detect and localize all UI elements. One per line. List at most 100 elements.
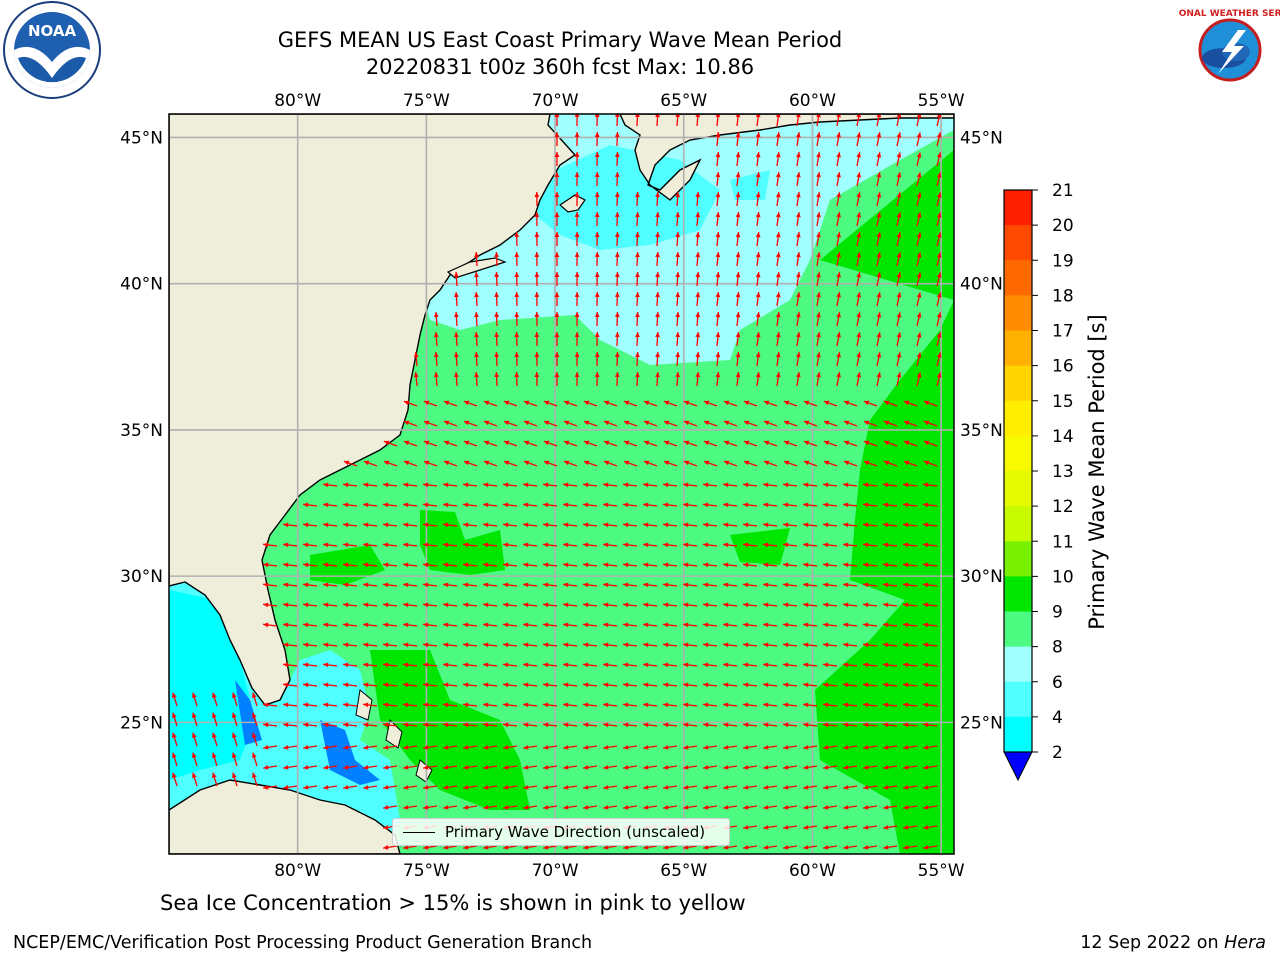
- wave-arrow-head: [463, 542, 469, 548]
- wave-arrow-head: [783, 440, 790, 446]
- wave-arrow-head: [723, 582, 729, 588]
- wave-arrow-head: [483, 622, 489, 628]
- wave-arrow-head: [543, 400, 550, 406]
- wave-arrow-head: [594, 312, 600, 318]
- wave-arrow-head: [795, 152, 801, 158]
- wave-arrow-head: [936, 252, 942, 258]
- wave-arrow-head: [723, 642, 729, 648]
- wave-arrow-head: [594, 372, 600, 378]
- wave-arrow-head: [574, 312, 580, 317]
- wave-arrow-head: [663, 662, 669, 668]
- wave-arrow-head: [594, 252, 600, 258]
- wave-arrow-head: [283, 702, 289, 708]
- wave-arrow-head: [675, 372, 681, 378]
- wave-arrow-head: [683, 642, 689, 648]
- wave-arrow-head: [703, 542, 709, 548]
- wave-arrow-head: [663, 502, 669, 508]
- wave-arrow-head: [695, 114, 701, 118]
- wave-arrow-head: [635, 312, 640, 318]
- wave-arrow-head: [383, 622, 389, 628]
- wave-arrow-head: [843, 502, 849, 508]
- wave-arrow-head: [695, 252, 701, 258]
- wave-arrow-head: [574, 192, 580, 197]
- wave-arrow-head: [563, 460, 570, 466]
- wave-arrow-head: [603, 562, 609, 568]
- colorbar-tick-label: 16: [1052, 357, 1074, 377]
- wave-arrow-head: [923, 482, 929, 488]
- wave-arrow-head: [363, 562, 369, 568]
- wave-arrow-head: [623, 582, 629, 588]
- wave-arrow-head: [283, 662, 289, 668]
- wave-arrow-head: [503, 562, 509, 568]
- wave-arrow-head: [443, 602, 449, 608]
- wave-arrow-head: [703, 662, 709, 668]
- wave-arrow-head: [723, 440, 730, 446]
- wave-arrow-head: [743, 682, 749, 688]
- wave-arrow-head: [775, 332, 781, 338]
- wave-arrow-head: [454, 292, 459, 298]
- wave-arrow-head: [423, 562, 429, 568]
- wave-arrow-head: [463, 602, 469, 608]
- wave-arrow-head: [843, 682, 849, 688]
- wave-arrow-head: [594, 172, 600, 178]
- wave-arrow-head: [703, 400, 710, 406]
- wave-arrow-head: [343, 602, 349, 608]
- wave-arrow-head: [923, 682, 929, 688]
- wave-arrow-head: [192, 692, 197, 699]
- wave-arrow-head: [916, 132, 922, 138]
- colorbar-block: [1004, 260, 1032, 296]
- wave-arrow-head: [763, 622, 769, 628]
- wave-arrow-head: [916, 114, 922, 118]
- wave-arrow-head: [563, 562, 569, 568]
- wave-arrow-head: [936, 132, 942, 138]
- wave-arrow-head: [303, 542, 309, 548]
- wave-arrow-head: [563, 420, 570, 426]
- wave-arrow-head: [403, 542, 409, 548]
- wave-arrow-head: [823, 460, 830, 466]
- wave-arrow-head: [603, 582, 609, 588]
- wave-arrow-head: [856, 272, 862, 278]
- wave-arrow-head: [663, 542, 669, 548]
- wave-arrow-head: [715, 352, 721, 358]
- wave-arrow-head: [923, 582, 929, 588]
- wave-arrow-head: [454, 272, 459, 278]
- wave-arrow-head: [876, 252, 882, 258]
- wave-arrow-head: [463, 460, 470, 466]
- wave-arrow-head: [423, 420, 430, 426]
- wave-arrow-head: [675, 312, 681, 318]
- ocean-6-8s-fill: [535, 145, 720, 250]
- wave-arrow-head: [755, 192, 761, 198]
- wave-arrow-head: [803, 522, 809, 528]
- wave-arrow-head: [403, 482, 409, 488]
- wave-arrow-head: [715, 332, 721, 338]
- wave-arrow-head: [403, 460, 410, 466]
- colorbar-tick-label: 9: [1052, 603, 1063, 623]
- wave-arrow-head: [463, 482, 469, 488]
- wave-arrow-head: [896, 252, 902, 258]
- wave-arrow-head: [883, 482, 889, 488]
- wave-arrow-head: [695, 192, 701, 198]
- wave-arrow-head: [514, 332, 520, 338]
- wave-arrow-head: [443, 542, 449, 548]
- wave-arrow-head: [843, 582, 849, 588]
- wave-arrow-head: [574, 172, 580, 177]
- wave-arrow-head: [735, 132, 741, 138]
- wave-arrow-head: [614, 372, 620, 378]
- wave-arrow-head: [923, 602, 929, 608]
- wave-arrow-head: [643, 482, 649, 488]
- wave-arrow-head: [603, 460, 610, 466]
- wave-arrow-head: [534, 232, 540, 237]
- wave-arrow-head: [443, 460, 450, 466]
- wave-arrow-head: [823, 482, 829, 488]
- wave-arrow-head: [775, 352, 781, 358]
- wave-arrow-head: [795, 292, 801, 298]
- wave-arrow-head: [876, 332, 882, 338]
- wave-arrow-head: [523, 562, 529, 568]
- wave-arrow-head: [503, 702, 509, 708]
- wave-arrow-head: [323, 702, 329, 708]
- wave-arrow-head: [823, 522, 829, 528]
- wave-arrow-head: [443, 642, 449, 648]
- wave-arrow-head: [936, 312, 942, 318]
- wave-arrow-head: [635, 232, 640, 238]
- ocean-2-4s-patch: [320, 720, 380, 785]
